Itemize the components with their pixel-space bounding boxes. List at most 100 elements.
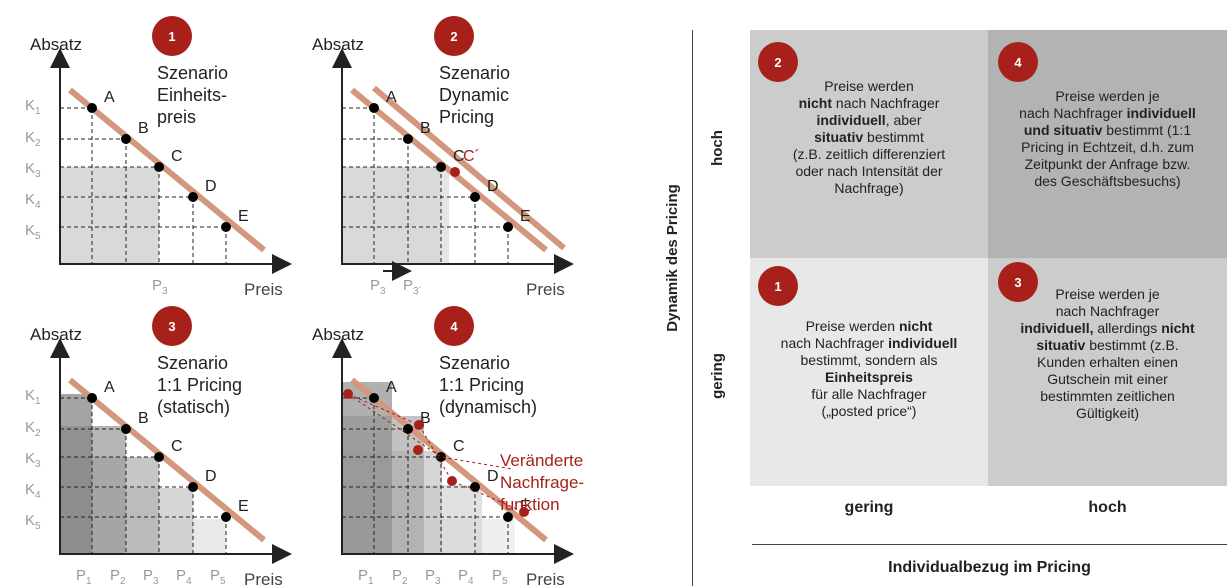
cell-text-line: Preise werden je	[1055, 286, 1160, 302]
scenario-badge-number: 2	[450, 29, 457, 44]
point-label: D	[205, 468, 217, 485]
cell-text-line: situativ bestimmt (z.B.	[1036, 337, 1179, 353]
cell-text-line: individuell, allerdings nicht	[1020, 320, 1195, 336]
demand-point	[436, 162, 446, 172]
demand-curve	[350, 87, 548, 253]
annotation-line: Veränderte	[500, 451, 583, 470]
k-label: K1	[25, 97, 41, 117]
preis-label: Preis	[244, 280, 283, 299]
scenario-badge	[434, 306, 474, 346]
panel-2-dynamic-pricing: A B C D E C´ P3 P3´ Absatz Preis 2 SzenarioDynamicP…	[312, 16, 574, 299]
price-label: P3	[370, 277, 386, 297]
price-label: P1	[358, 567, 374, 586]
cell-text-line: Gültigkeit)	[1075, 405, 1140, 421]
price-label: P4	[458, 567, 474, 586]
annotation-line: funktion	[500, 495, 560, 514]
point-label: E	[238, 498, 249, 515]
cell-3-text: Preise werden je nach Nachfrager individue…	[988, 286, 1227, 422]
absatz-label: Absatz	[312, 325, 364, 344]
preis-label: Preis	[526, 280, 565, 299]
cell-text-line: bestimmten zeitlichen	[1040, 388, 1175, 404]
price-label: P3	[143, 567, 159, 586]
scenario-title-line: Szenario	[157, 63, 228, 83]
cell-text-line: Preise werden	[824, 78, 914, 94]
point-label: B	[420, 410, 431, 427]
cell-text-line: nicht nach Nachfrager	[798, 95, 940, 111]
revenue-block	[343, 382, 392, 554]
scenario-title-line: Pricing	[439, 107, 494, 127]
preis-label: Preis	[526, 570, 565, 586]
scenario-title-line: 1:1 Pricing	[157, 375, 242, 395]
badge-1: 1	[758, 266, 798, 306]
cell-2-text: Preise werden nicht nach Nachfrager indivi…	[750, 78, 988, 197]
price-label: P3´	[403, 277, 422, 297]
cell-text-line: oder nach Intensität der	[795, 163, 943, 179]
c-prime-point	[450, 167, 460, 177]
scenario-title-line: Dynamic	[439, 85, 509, 105]
badge-4: 4	[998, 42, 1038, 82]
panel-1-einheitspreis: A B C D E K1 K2 K3 K4 K5 P3 Absatz Preis 1 SzenarioEin…	[25, 16, 292, 299]
point-label: E	[520, 208, 531, 225]
cell-text-line: Nachfrage)	[834, 180, 904, 196]
scenario-badge	[152, 306, 192, 346]
scenario-title-line: Szenario	[157, 353, 228, 373]
demand-point	[121, 134, 131, 144]
c-prime-label: C´	[463, 148, 480, 165]
k-label: K5	[25, 512, 41, 532]
point-label: C	[171, 438, 183, 455]
demand-point	[503, 512, 513, 522]
badge-2: 2	[758, 42, 798, 82]
y-label-hoch: hoch	[709, 130, 726, 166]
scenario-title-line: Szenario	[439, 353, 510, 373]
cell-4-text: Preise werden je nach Nachfrager individu…	[988, 88, 1227, 190]
y-axis-title: Dynamik des Pricing	[664, 184, 681, 332]
price-label: P5	[210, 567, 226, 586]
k-label: K3	[25, 450, 41, 470]
cell-text-line: nach Nachfrager individuell	[780, 335, 958, 351]
point-label: A	[386, 379, 397, 396]
cell-text-line: des Geschäftsbesuchs)	[1034, 173, 1181, 189]
demand-point	[188, 192, 198, 202]
scenario-title-line: 1:1 Pricing	[439, 375, 524, 395]
price-label: P3	[425, 567, 441, 586]
scenario-title-line: Einheits-	[157, 85, 227, 105]
price-label: P2	[392, 567, 408, 586]
demand-curve	[68, 377, 266, 543]
demand-point	[188, 482, 198, 492]
cell-text-line: situativ bestimmt	[814, 129, 924, 145]
point-label: C	[171, 148, 183, 165]
demand-curve	[68, 87, 266, 253]
y-label-gering: gering	[709, 353, 726, 399]
price-label: P5	[492, 567, 508, 586]
changed-demand-line	[347, 393, 525, 513]
k-label: K3	[25, 160, 41, 180]
price-label: P3	[152, 277, 168, 297]
shaded-revenue-area	[61, 167, 159, 264]
cell-text-line: Preise werden je	[1055, 88, 1160, 104]
absatz-label: Absatz	[312, 35, 364, 54]
demand-point	[470, 192, 480, 202]
price-label: P4	[176, 567, 192, 586]
k-label: K2	[25, 419, 41, 439]
matrix-cell-3: 3 Preise werden je nach Nachfrager individ…	[988, 258, 1227, 486]
point-label: C	[453, 148, 465, 165]
cell-text-line: (z.B. zeitlich differenziert	[792, 146, 946, 162]
panel-3-statisch: A B C D E K1 K2 K3 K4 K5 P1 P2 P3 P4 P5 Absatz Preis 3 Sze…	[25, 306, 292, 586]
pricing-diagrams: ABCDEK1K2K3K4K5P3AbsatzPreis1SzenarioEin…	[25, 16, 584, 586]
demand-point	[221, 512, 231, 522]
k-label: K5	[25, 222, 41, 242]
changed-demand-point	[447, 476, 457, 486]
scenario-title-line: (dynamisch)	[439, 397, 537, 417]
matrix-cell-1: 1 Preise werden nicht nach Nachfrager ind…	[750, 258, 988, 486]
badge-3: 3	[998, 262, 1038, 302]
point-label: E	[520, 498, 531, 515]
cell-text-line: Pricing in Echtzeit, d.h. zum	[1021, 139, 1194, 155]
x-label-hoch: hoch	[1088, 499, 1127, 516]
point-label: E	[238, 208, 249, 225]
cell-text-line: nach Nachfrager	[1055, 303, 1160, 319]
changed-demand-point	[413, 445, 423, 455]
scenario-badge-number: 4	[450, 319, 458, 334]
matrix-cell-2: 2 Preise werden nicht nach Nachfrager indi…	[750, 30, 988, 258]
cell-1-text: Preise werden nicht nach Nachfrager indiv…	[750, 318, 988, 420]
cell-text-line: Preise werden nicht	[805, 318, 933, 334]
